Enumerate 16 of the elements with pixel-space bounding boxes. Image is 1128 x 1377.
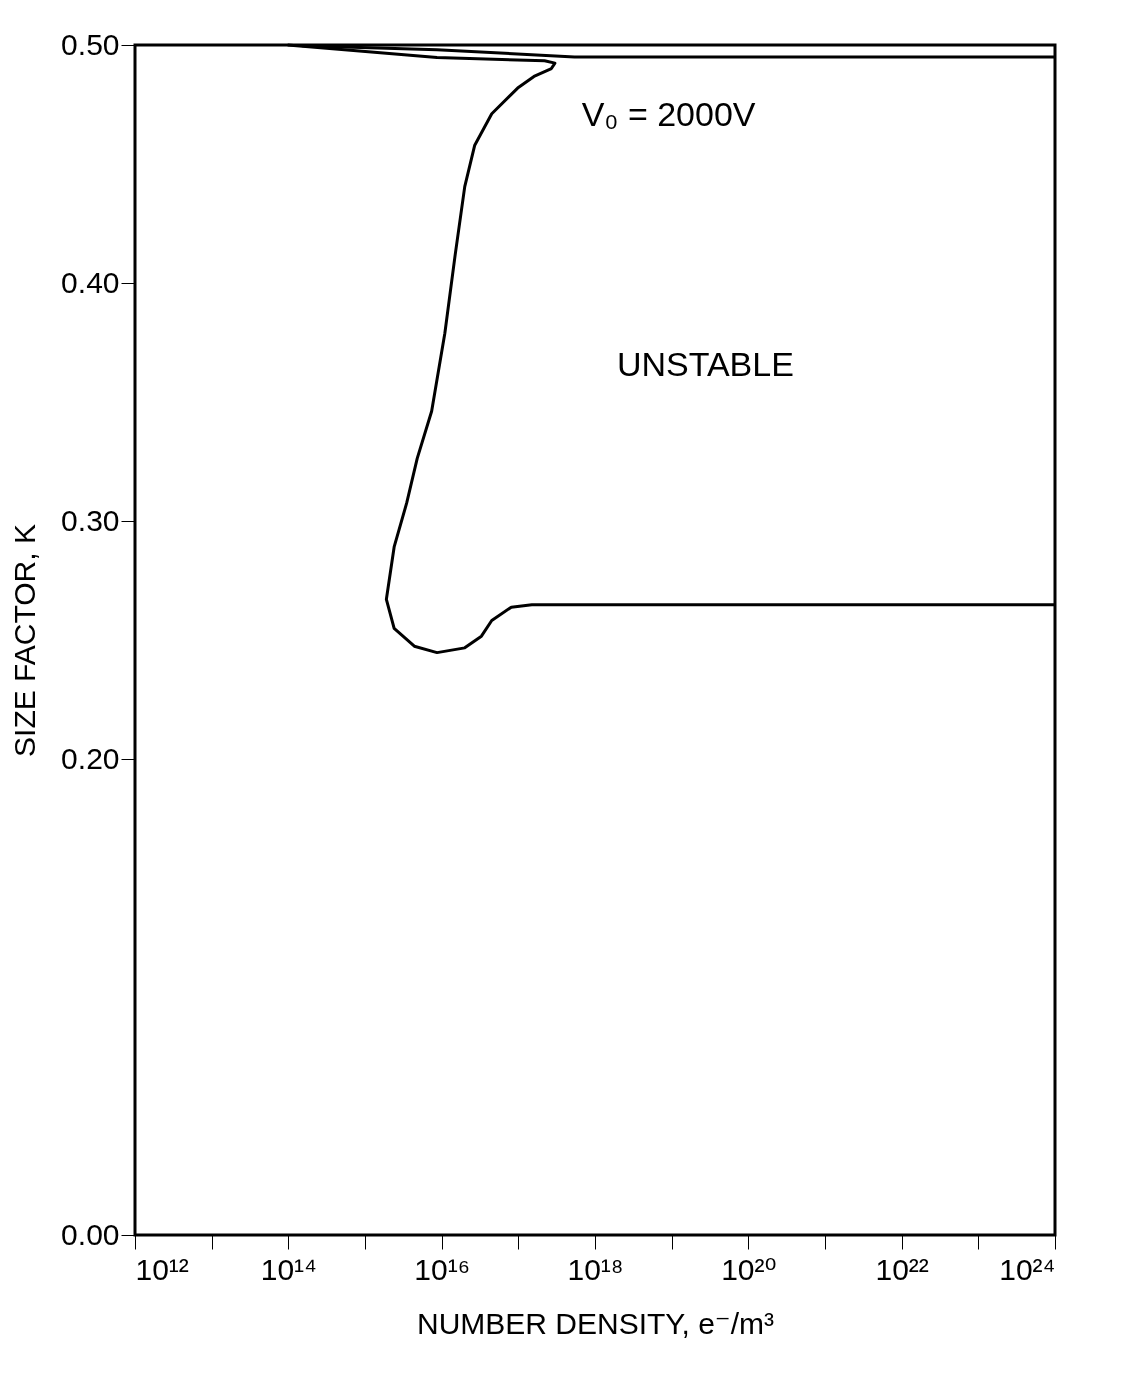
y-tick-label: 0.30 (61, 503, 120, 537)
x-tick-label: 10²² (875, 1252, 929, 1286)
x-tick-label: 10²⁰ (721, 1252, 777, 1286)
y-tick-label: 0.50 (61, 27, 120, 61)
y-axis-title: SIZE FACTOR, K (8, 524, 42, 757)
y-tick-label: 0.00 (61, 1217, 120, 1251)
x-tick-label: 10¹⁸ (567, 1252, 624, 1286)
y-tick-label: 0.20 (61, 741, 120, 775)
annotation: UNSTABLE (616, 345, 794, 384)
x-tick-label: 10²⁴ (999, 1252, 1056, 1286)
x-tick-label: 10¹⁶ (414, 1252, 471, 1286)
x-axis-title: NUMBER DENSITY, e⁻/m³ (417, 1306, 775, 1340)
x-tick-label: 10¹⁴ (260, 1252, 317, 1286)
y-tick-label: 0.40 (61, 265, 120, 299)
annotation: V₀ = 2000V (581, 95, 756, 134)
x-tick-label: 10¹² (135, 1252, 189, 1286)
